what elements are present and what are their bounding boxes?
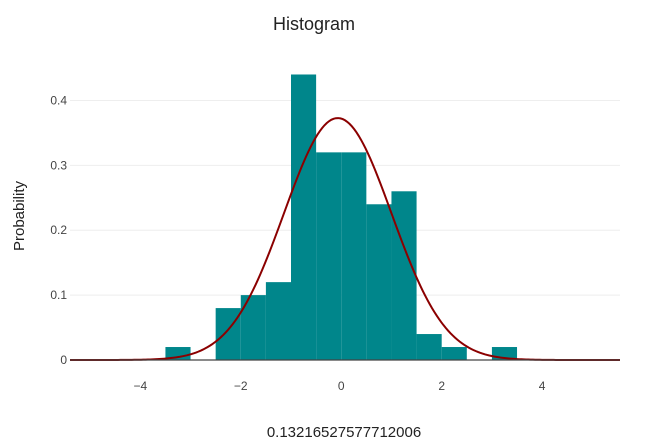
histogram-bar [265, 282, 292, 360]
y-tick-label: 0.3 [50, 158, 67, 172]
histogram-bar [441, 347, 467, 360]
histogram-bar [291, 74, 317, 360]
y-tick-label: 0 [60, 353, 67, 367]
y-tick-label: 0.2 [50, 223, 67, 237]
histogram-bar [341, 152, 367, 360]
histogram-bars [165, 74, 518, 360]
histogram-bar [366, 204, 392, 360]
x-tick-label: 0 [338, 379, 345, 393]
x-tick-label: 4 [539, 379, 546, 393]
histogram-bar [215, 308, 241, 360]
x-tick-label: −2 [234, 379, 248, 393]
x-axis-label: 0.13216527577712006 [267, 424, 421, 441]
y-tick-label: 0.1 [50, 288, 67, 302]
y-axis-label: Probability [11, 180, 28, 251]
x-tick-label: −4 [133, 379, 147, 393]
y-tick-label: 0.4 [50, 93, 67, 107]
axes: 0 0.1 0.2 0.3 0.4 −4 −2 0 2 4 [50, 93, 620, 393]
histogram-bar [316, 152, 342, 360]
chart-title: Histogram [273, 14, 355, 34]
histogram-bar [391, 191, 417, 360]
histogram-bar [416, 334, 442, 360]
x-tick-label: 2 [438, 379, 445, 393]
